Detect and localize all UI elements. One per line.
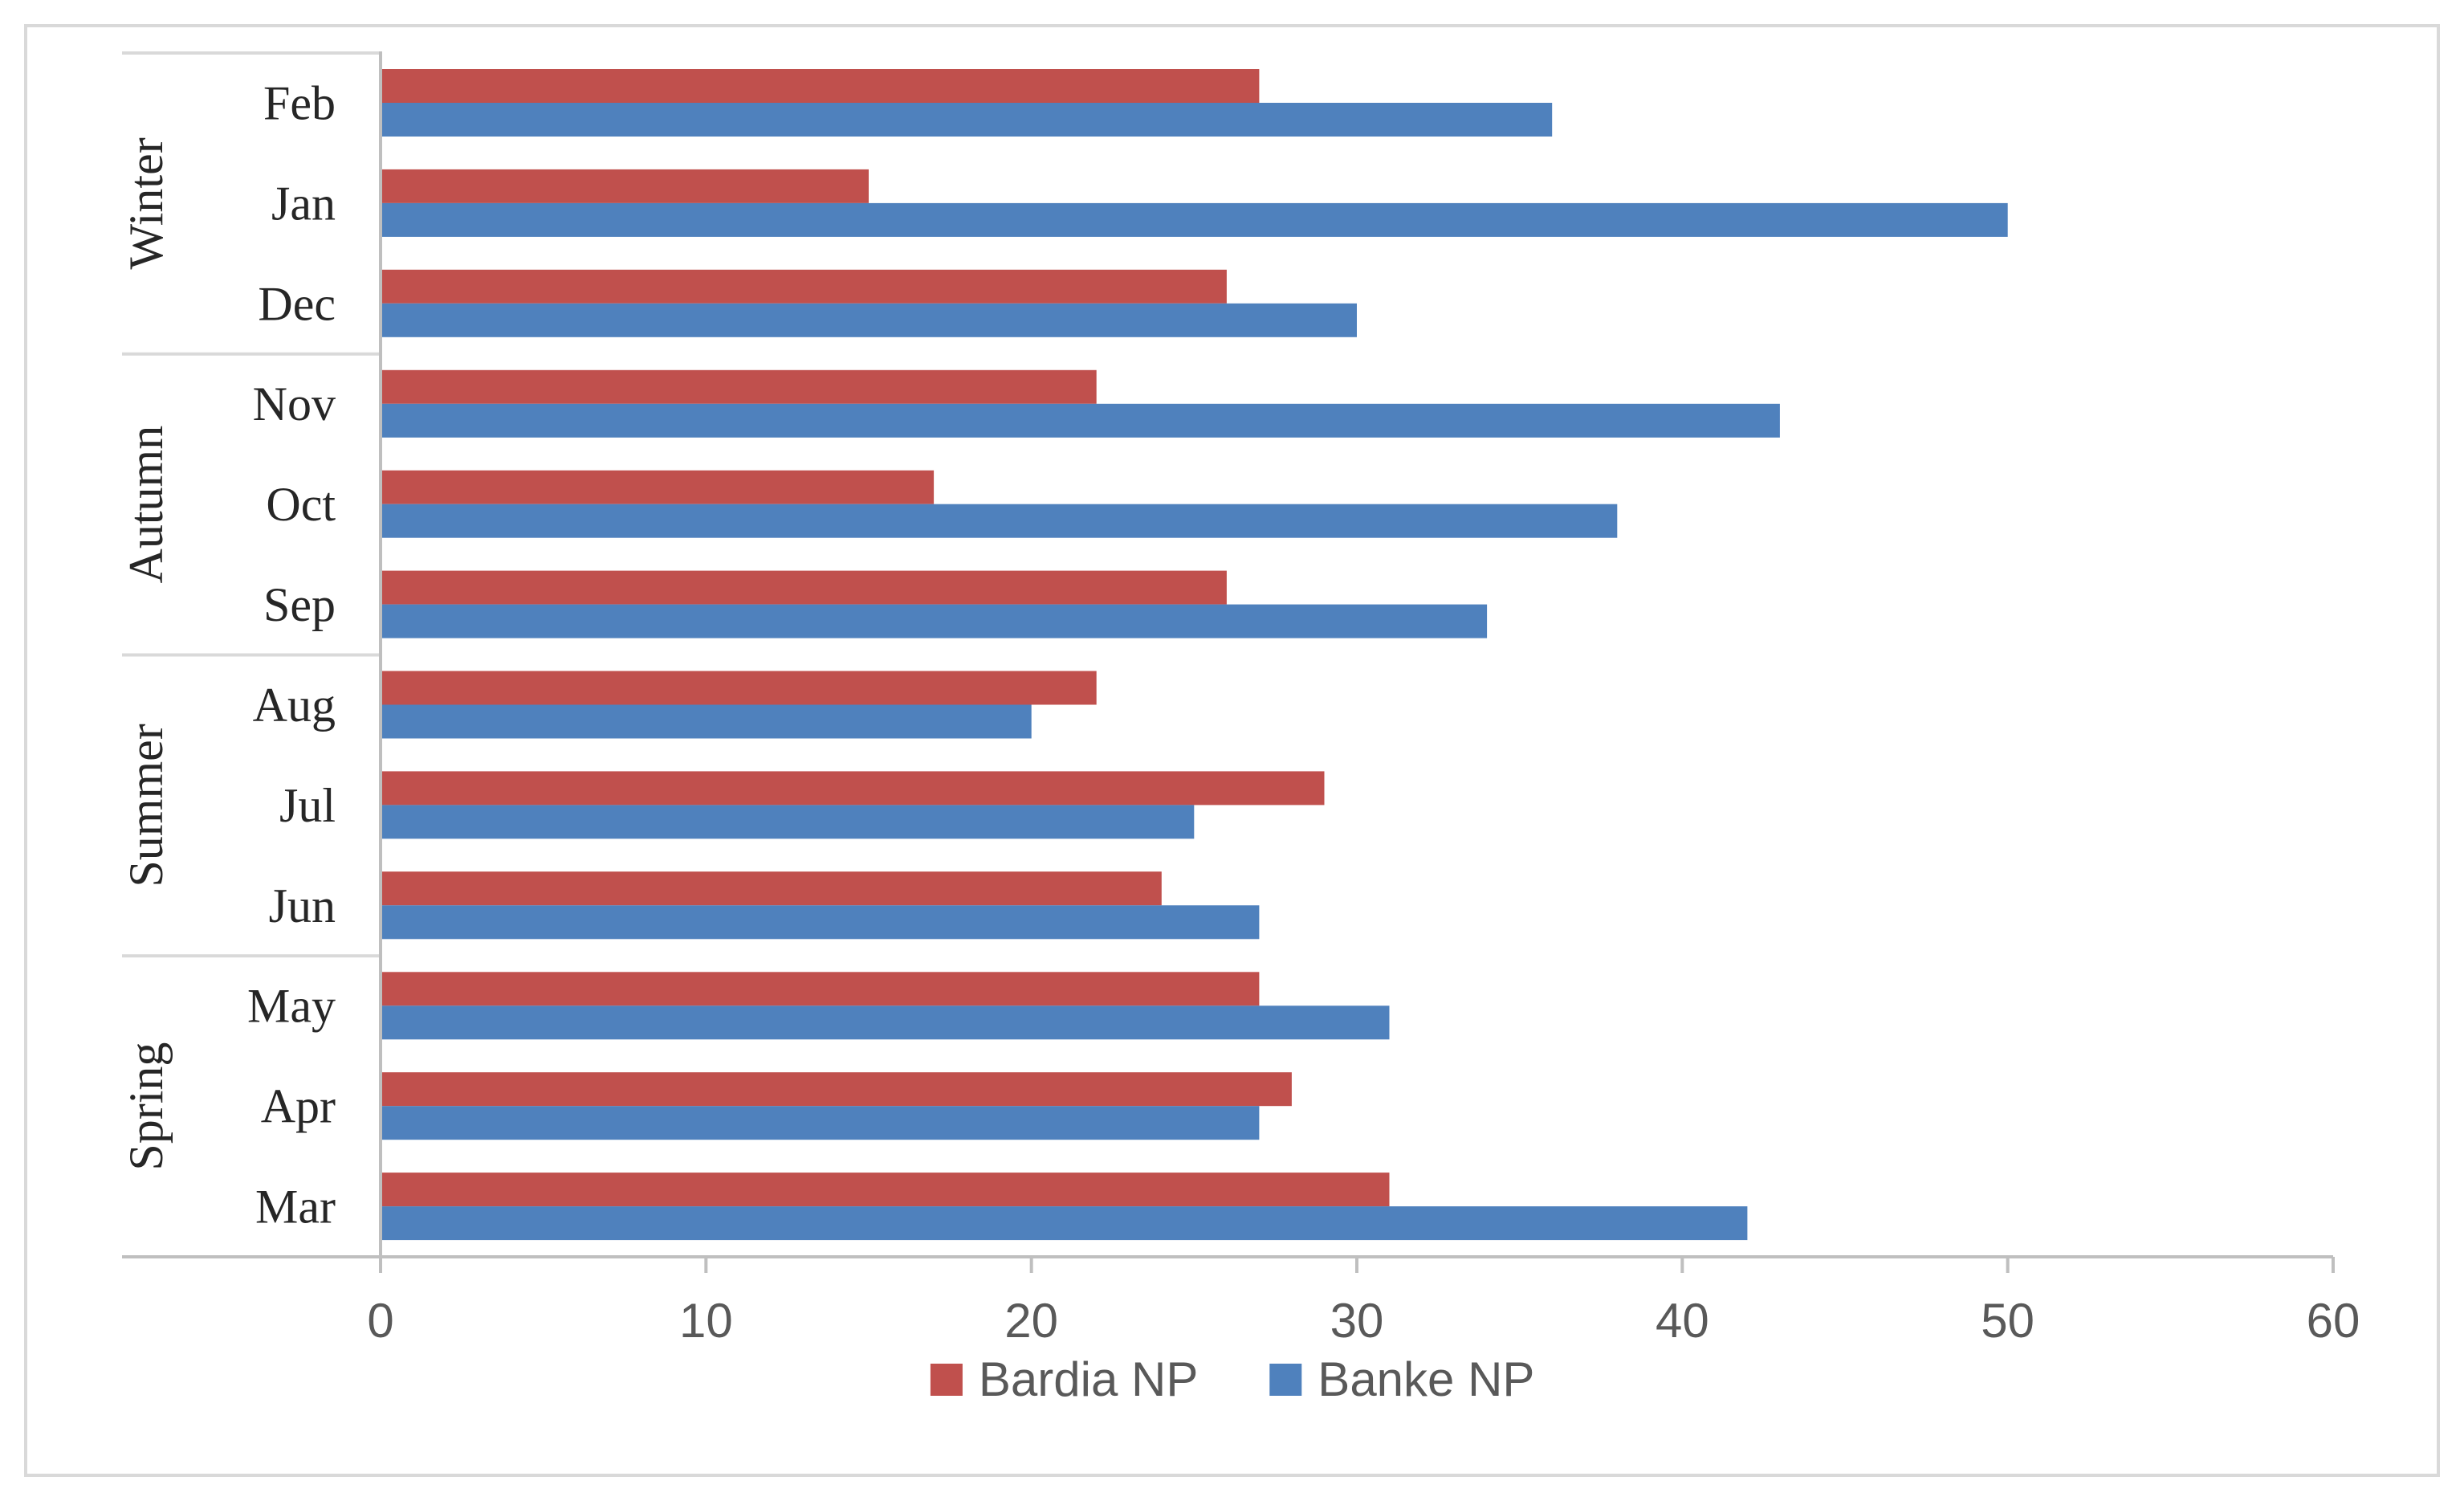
group-label-spring: Spring: [120, 1042, 173, 1171]
bar-banke-np-jan: [381, 202, 2008, 237]
x-tick-label-50: 50: [1981, 1294, 2034, 1348]
bar-banke-np-aug: [381, 704, 1032, 739]
x-tick-label-40: 40: [1656, 1294, 1709, 1348]
legend: Bardia NP Banke NP: [930, 1352, 1534, 1406]
bar-bardia-np-jul: [381, 771, 1325, 806]
x-tick-label-0: 0: [367, 1294, 393, 1348]
bar-bardia-np-feb: [381, 69, 1260, 103]
category-label-mar: Mar: [255, 1181, 336, 1234]
category-label-aug: Aug: [253, 679, 336, 732]
group-label-autumn: Autumn: [120, 426, 173, 584]
bar-bardia-np-jan: [381, 169, 869, 203]
category-label-jul: Jul: [279, 779, 336, 832]
bar-banke-np-sep: [381, 604, 1488, 638]
group-label-winter: Winter: [120, 137, 173, 269]
bar-banke-np-nov: [381, 403, 1780, 438]
bar-bardia-np-jun: [381, 871, 1162, 906]
category-label-sep: Sep: [263, 578, 336, 631]
bar-bardia-np-may: [381, 972, 1260, 1006]
category-label-feb: Feb: [263, 77, 336, 130]
bar-bardia-np-dec: [381, 269, 1227, 304]
bar-banke-np-jul: [381, 805, 1195, 839]
legend-label-banke-np: Banke NP: [1318, 1352, 1534, 1406]
x-axis: 0 10 20 30 40 50 60: [122, 51, 2360, 1348]
category-label-jan: Jan: [271, 177, 336, 230]
x-tick-label-20: 20: [1004, 1294, 1058, 1348]
legend-swatch-banke-np: [1269, 1364, 1302, 1396]
group-divider-lines: [122, 51, 381, 958]
group-label-summer: Summer: [120, 724, 173, 887]
x-tick-label-10: 10: [679, 1294, 733, 1348]
x-tick-label-30: 30: [1330, 1294, 1384, 1348]
category-label-may: May: [247, 980, 336, 1033]
category-label-apr: Apr: [261, 1080, 336, 1133]
bar-banke-np-oct: [381, 504, 1618, 538]
bar-banke-np-dec: [381, 303, 1357, 337]
category-label-dec: Dec: [258, 277, 336, 330]
bar-banke-np-jun: [381, 905, 1260, 940]
bar-bardia-np-nov: [381, 369, 1097, 404]
bar-bardia-np-mar: [381, 1173, 1390, 1207]
bars: [381, 69, 2008, 1241]
group-labels: Winter Autumn Summer Spring: [120, 137, 173, 1170]
bar-banke-np-apr: [381, 1106, 1260, 1140]
bar-banke-np-feb: [381, 103, 1553, 137]
category-label-jun: Jun: [269, 879, 336, 932]
x-tick-label-60: 60: [2307, 1294, 2360, 1348]
bar-bardia-np-oct: [381, 470, 935, 504]
category-label-nov: Nov: [253, 377, 336, 430]
legend-swatch-bardia-np: [930, 1364, 963, 1396]
bar-bardia-np-apr: [381, 1072, 1292, 1107]
category-labels: Feb Jan Dec Nov Oct Sep Aug Jul Jun May Apr Mar: [247, 77, 336, 1234]
category-label-oct: Oct: [266, 478, 336, 531]
legend-label-bardia-np: Bardia NP: [979, 1352, 1198, 1406]
bar-banke-np-mar: [381, 1206, 1748, 1241]
bar-bardia-np-aug: [381, 671, 1097, 705]
bar-banke-np-may: [381, 1005, 1390, 1040]
bar-bardia-np-sep: [381, 570, 1227, 605]
